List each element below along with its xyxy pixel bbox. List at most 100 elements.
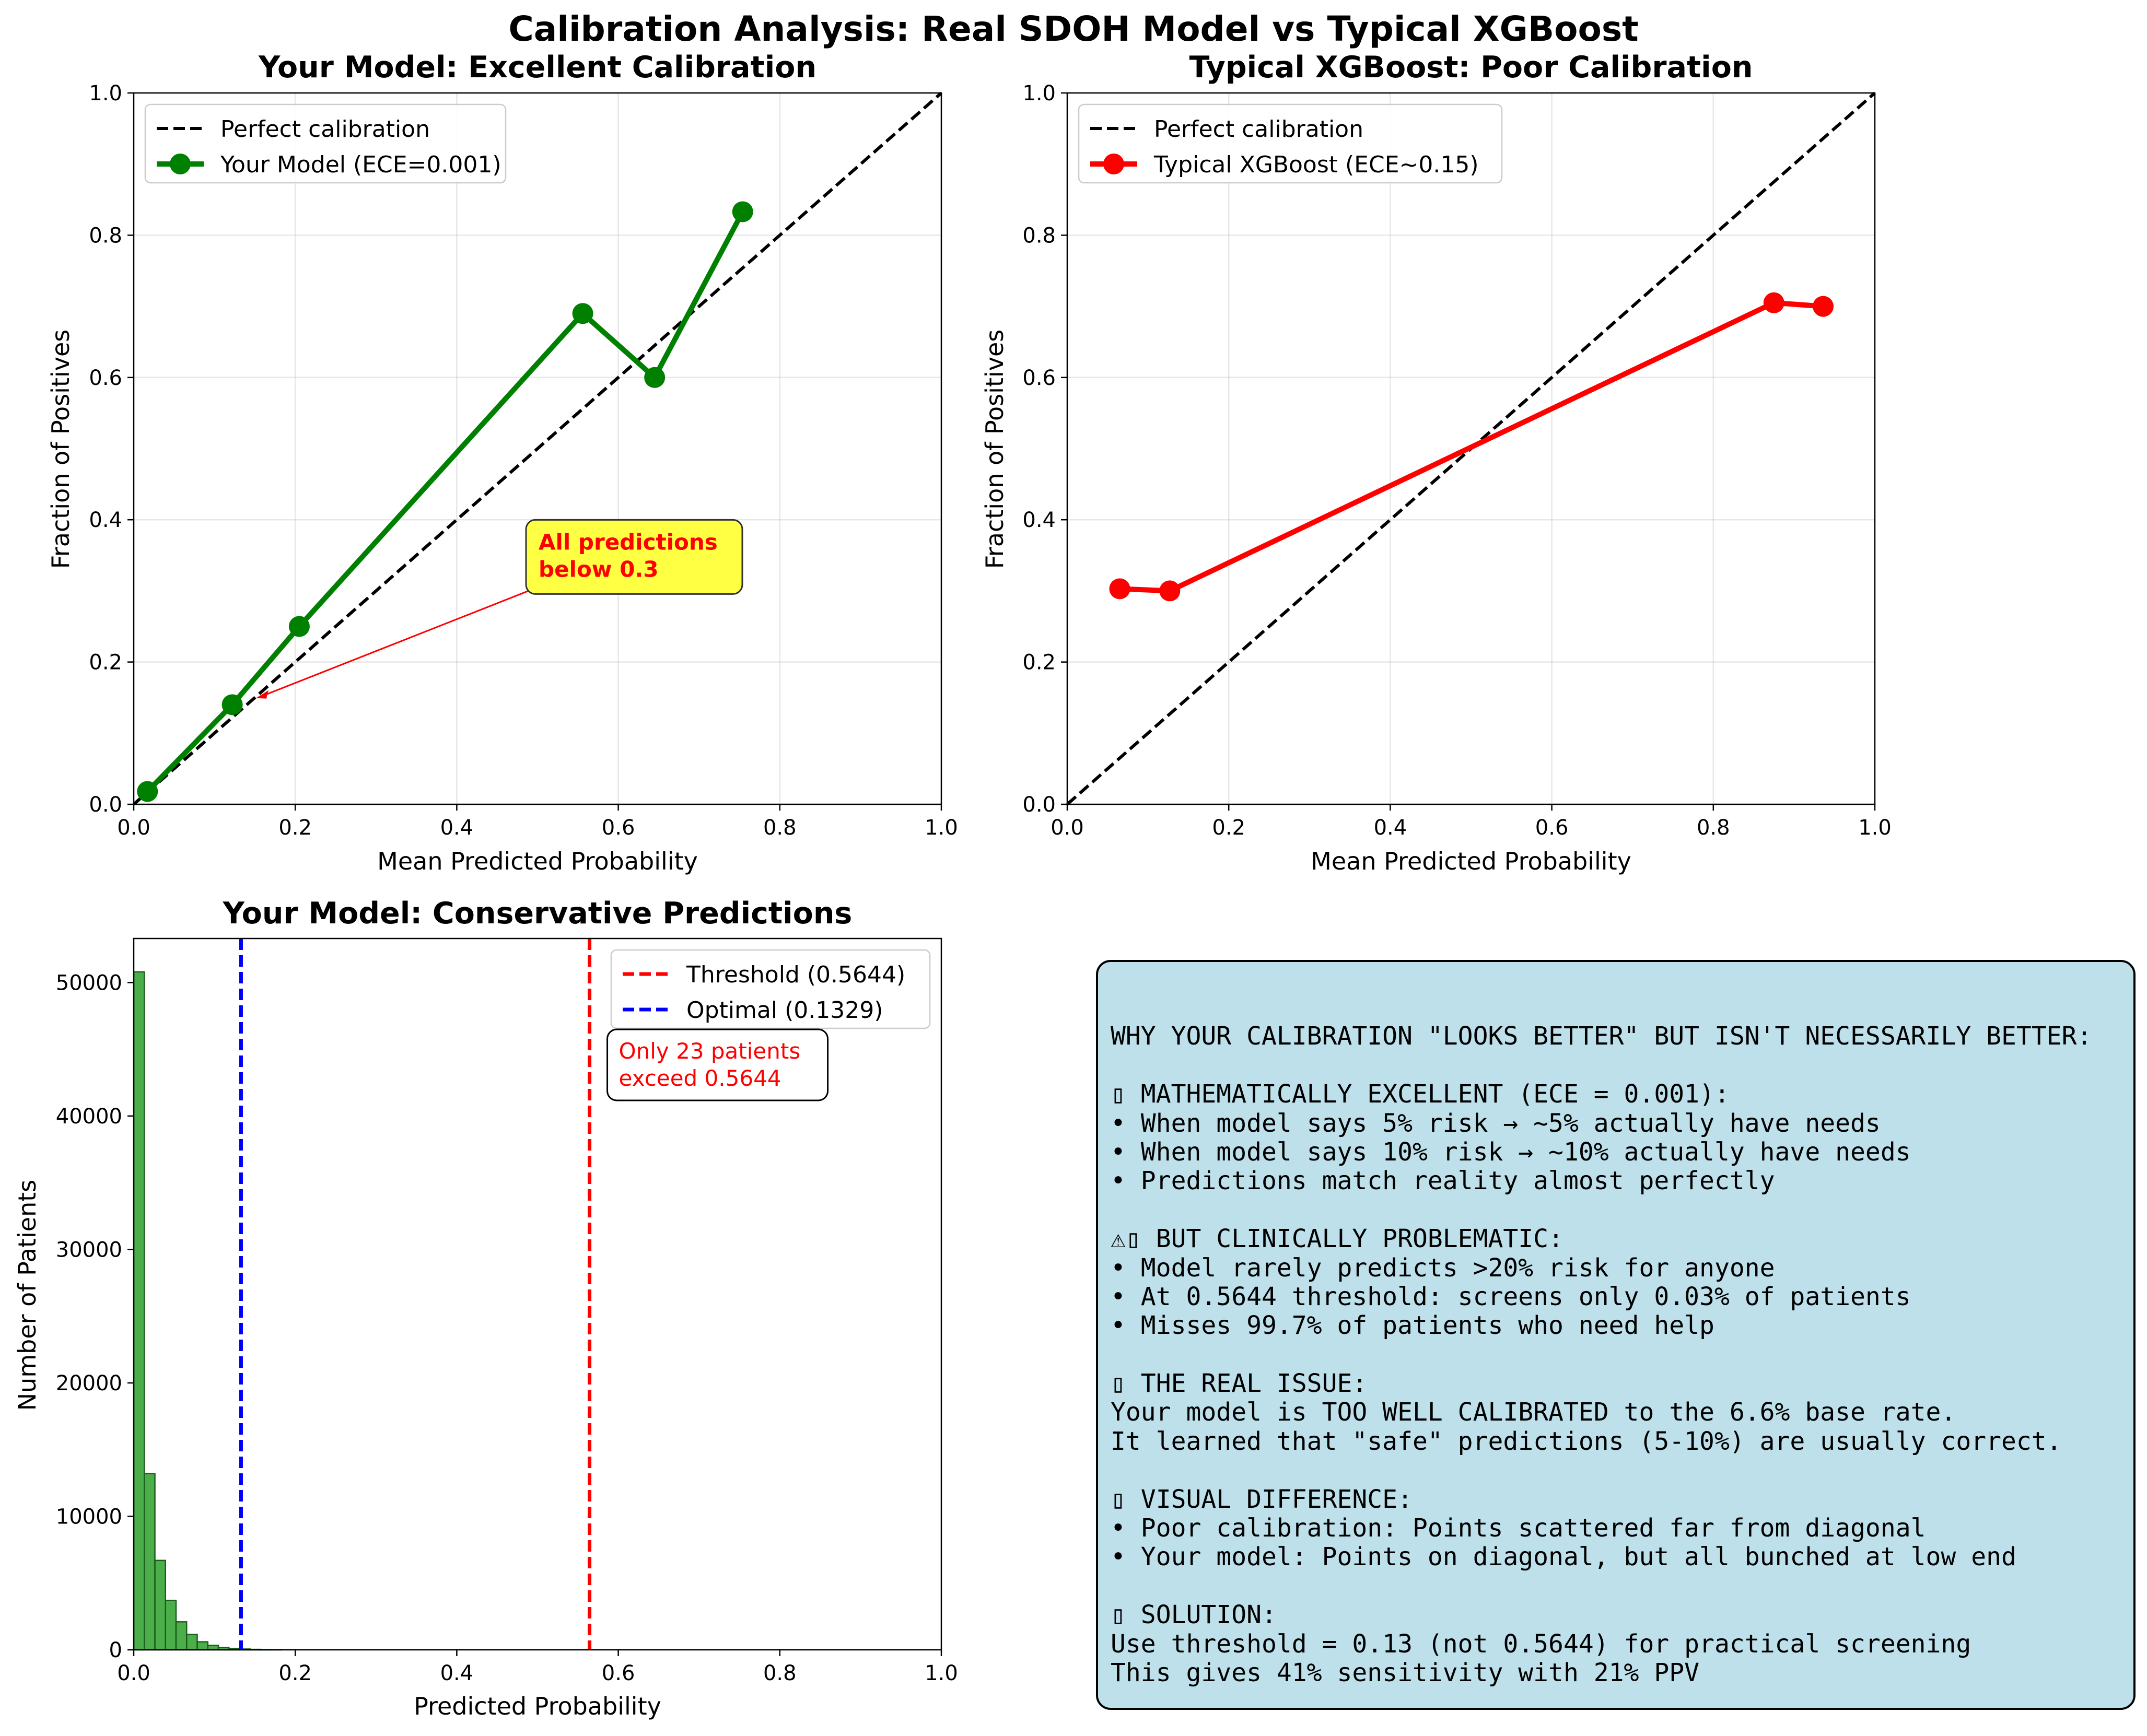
x-tick-label: 0.8 xyxy=(1697,816,1730,840)
x-axis-label: Predicted Probability xyxy=(414,1692,661,1720)
info-line: This gives 41% sensitivity with 21% PPV xyxy=(1111,1658,1700,1687)
chart-title: Typical XGBoost: Poor Calibration xyxy=(1189,50,1753,85)
annotation-text: below 0.3 xyxy=(539,556,659,582)
x-axis-label: Mean Predicted Probability xyxy=(1311,847,1631,875)
data-point xyxy=(137,781,158,802)
data-point xyxy=(1109,578,1130,600)
info-line xyxy=(1111,1572,2133,1601)
data-point xyxy=(221,694,243,715)
info-line: • Poor calibration: Points scattered far… xyxy=(1111,1514,1926,1543)
x-tick-label: 1.0 xyxy=(925,1661,958,1685)
x-tick-label: 0.2 xyxy=(278,1661,312,1685)
info-line: WHY YOUR CALIBRATION "LOOKS BETTER" BUT … xyxy=(1111,1022,2092,1051)
legend-box xyxy=(1078,103,1503,184)
histogram-bar xyxy=(133,971,145,1651)
y-tick-label: 0.8 xyxy=(89,224,122,248)
info-line xyxy=(1111,993,2133,1022)
y-tick-label: 0.4 xyxy=(89,508,122,532)
info-line: Use threshold = 0.13 (not 0.5644) for pr… xyxy=(1111,1629,1971,1659)
axes-frame xyxy=(133,937,942,1651)
legend-label: Perfect calibration xyxy=(220,116,430,143)
info-line: • When model says 5% risk → ~5% actually… xyxy=(1111,1108,1881,1138)
annotation-box xyxy=(525,519,743,595)
x-tick-label: 1.0 xyxy=(1858,816,1892,840)
info-line xyxy=(1111,1196,2133,1225)
x-axis-label: Mean Predicted Probability xyxy=(377,847,698,875)
x-tick-label: 0.8 xyxy=(763,1661,797,1685)
info-line: Your model is TOO WELL CALIBRATED to the… xyxy=(1111,1398,1956,1427)
y-tick-label: 40000 xyxy=(56,1105,122,1129)
info-line: ▯ MATHEMATICALLY EXCELLENT (ECE = 0.001)… xyxy=(1111,1080,1730,1109)
histogram-bar xyxy=(144,1473,156,1651)
x-tick-label: 0.2 xyxy=(1212,816,1245,840)
histogram-bar xyxy=(186,1634,198,1651)
legend-label: Perfect calibration xyxy=(1154,116,1363,143)
info-line: ⚠▯ BUT CLINICALLY PROBLEMATIC: xyxy=(1111,1224,1563,1254)
histogram-bar xyxy=(196,1641,209,1651)
y-axis-label: Fraction of Positives xyxy=(46,330,75,569)
data-point xyxy=(1763,292,1784,313)
info-line: It learned that "safe" predictions (5-10… xyxy=(1111,1426,2062,1456)
y-tick-label: 30000 xyxy=(56,1238,122,1262)
x-tick-label: 0.4 xyxy=(1374,816,1407,840)
info-line: ▯ SOLUTION: xyxy=(1111,1600,1277,1630)
info-line: • At 0.5644 threshold: screens only 0.03… xyxy=(1111,1282,1911,1311)
histogram-predictions: Your Model: Conservative Predictions Pre… xyxy=(13,896,958,1720)
y-tick-label: 0.6 xyxy=(89,366,122,390)
legend-marker xyxy=(1103,154,1124,174)
y-tick-label: 0.0 xyxy=(89,793,122,817)
y-tick-label: 10000 xyxy=(56,1505,122,1529)
data-point xyxy=(732,201,753,222)
calibration-chart-your-model: Your Model: Excellent Calibration Mean P… xyxy=(46,50,958,875)
y-tick-label: 20000 xyxy=(56,1371,122,1395)
legend-box xyxy=(144,103,507,184)
y-tick-label: 1.0 xyxy=(89,81,122,105)
annotation-arrowhead xyxy=(255,690,269,699)
x-tick-label: 0.4 xyxy=(440,816,474,840)
note-box xyxy=(606,1028,829,1101)
suptitle: Calibration Analysis: Real SDOH Model vs… xyxy=(508,9,1638,49)
data-point xyxy=(572,303,593,324)
y-tick-label: 1.0 xyxy=(1022,81,1056,105)
legend-marker xyxy=(170,154,191,174)
info-line: ▯ VISUAL DIFFERENCE: xyxy=(1111,1484,1413,1514)
data-point xyxy=(288,616,310,637)
note-text: exceed 0.5644 xyxy=(619,1065,781,1091)
info-line: • Model rarely predicts >20% risk for an… xyxy=(1111,1253,1775,1283)
info-line: ▯ THE REAL ISSUE: xyxy=(1111,1369,1368,1399)
data-point xyxy=(1159,580,1181,602)
legend-label: Typical XGBoost (ECE~0.15) xyxy=(1153,151,1479,178)
histogram-bar xyxy=(165,1600,177,1651)
info-line: • Predictions match reality almost perfe… xyxy=(1111,1166,1775,1196)
info-line xyxy=(1111,1051,2133,1080)
annotation-text: All predictions xyxy=(539,529,718,555)
x-tick-label: 0.0 xyxy=(1051,816,1084,840)
x-tick-label: 0.2 xyxy=(278,816,312,840)
legend-box xyxy=(610,949,931,1029)
y-tick-label: 0.2 xyxy=(89,651,122,675)
annotation-arrow xyxy=(262,585,542,697)
series-line xyxy=(1119,300,1824,594)
histogram-bar xyxy=(175,1621,188,1651)
perfect-calibration-line xyxy=(133,91,942,806)
x-tick-label: 0.6 xyxy=(602,816,635,840)
legend-label: Your Model (ECE=0.001) xyxy=(220,151,501,178)
y-tick-label: 50000 xyxy=(56,971,122,995)
x-tick-label: 0.4 xyxy=(440,1661,474,1685)
legend-label: Threshold (0.5644) xyxy=(686,961,905,988)
x-tick-label: 0.0 xyxy=(117,816,150,840)
x-tick-label: 0.0 xyxy=(117,1661,150,1685)
info-panel: WHY YOUR CALIBRATION "LOOKS BETTER" BUT … xyxy=(1096,960,2136,1710)
series-line xyxy=(145,210,745,793)
y-tick-label: 0.8 xyxy=(1022,224,1056,248)
info-line xyxy=(1111,1341,2133,1369)
y-axis-label: Number of Patients xyxy=(13,1180,41,1411)
x-tick-label: 0.8 xyxy=(763,816,797,840)
calibration-chart-typical-xgboost: Typical XGBoost: Poor Calibration Mean P… xyxy=(981,50,1892,875)
y-tick-label: 0 xyxy=(109,1638,122,1662)
note-text: Only 23 patients xyxy=(619,1038,801,1064)
chart-title: Your Model: Excellent Calibration xyxy=(258,50,816,85)
histogram-bar xyxy=(154,1559,167,1651)
axes-frame xyxy=(133,92,942,805)
